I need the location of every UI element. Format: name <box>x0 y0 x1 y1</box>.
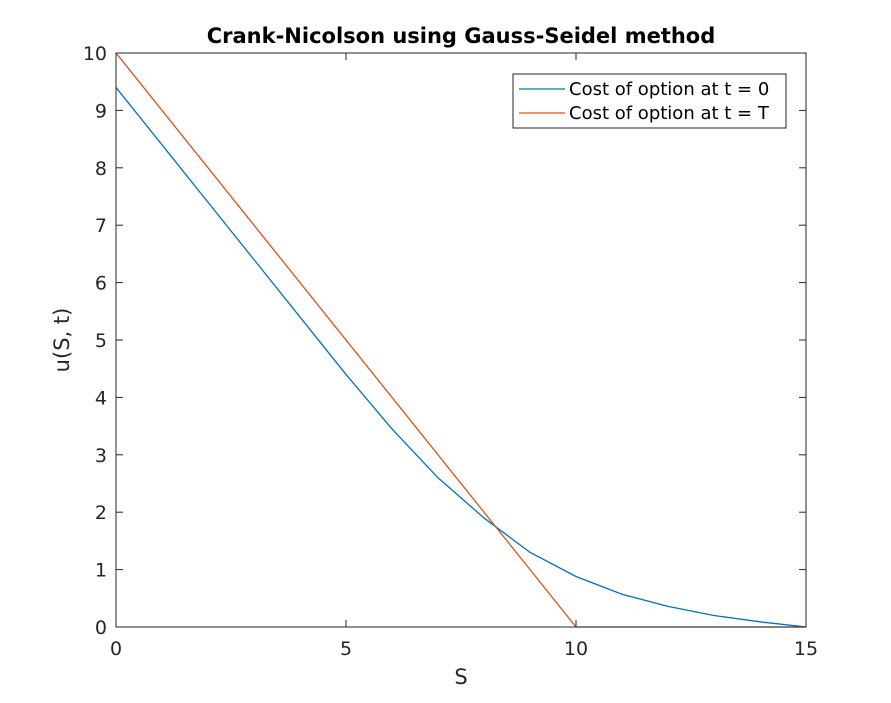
y-tick-label: 0 <box>95 617 107 639</box>
y-tick-label: 2 <box>95 502 107 524</box>
ticks-layer: 0 5 10 15 0 1 2 3 4 5 6 7 8 9 10 <box>83 43 818 660</box>
y-tick-label: 4 <box>95 387 107 409</box>
y-tick-label: 10 <box>83 43 107 65</box>
x-tick-label: 0 <box>110 638 122 660</box>
x-tick-label: 10 <box>564 638 588 660</box>
y-axis-label: u(S, t) <box>50 308 74 373</box>
legend-box <box>512 73 787 129</box>
y-tick-label: 3 <box>95 445 107 467</box>
y-tick-label: 6 <box>95 273 107 295</box>
chart-title: Crank-Nicolson using Gauss-Seidel method <box>207 24 716 48</box>
legend-entry-label: Cost of option at t = T <box>569 103 770 124</box>
series-line-t0 <box>115 87 807 628</box>
x-tick-label: 15 <box>794 638 818 660</box>
plot-area <box>116 53 806 627</box>
x-axis-label: S <box>454 665 467 689</box>
legend: Cost of option at t = 0 Cost of option at… <box>512 73 787 129</box>
y-tick-label: 5 <box>95 330 107 352</box>
y-tick-label: 1 <box>95 560 107 582</box>
legend-entry-label: Cost of option at t = 0 <box>569 79 769 100</box>
x-tick-label: 5 <box>340 638 352 660</box>
y-tick-label: 9 <box>95 100 107 122</box>
y-tick-label: 8 <box>95 158 107 180</box>
y-tick-label: 7 <box>95 215 107 237</box>
